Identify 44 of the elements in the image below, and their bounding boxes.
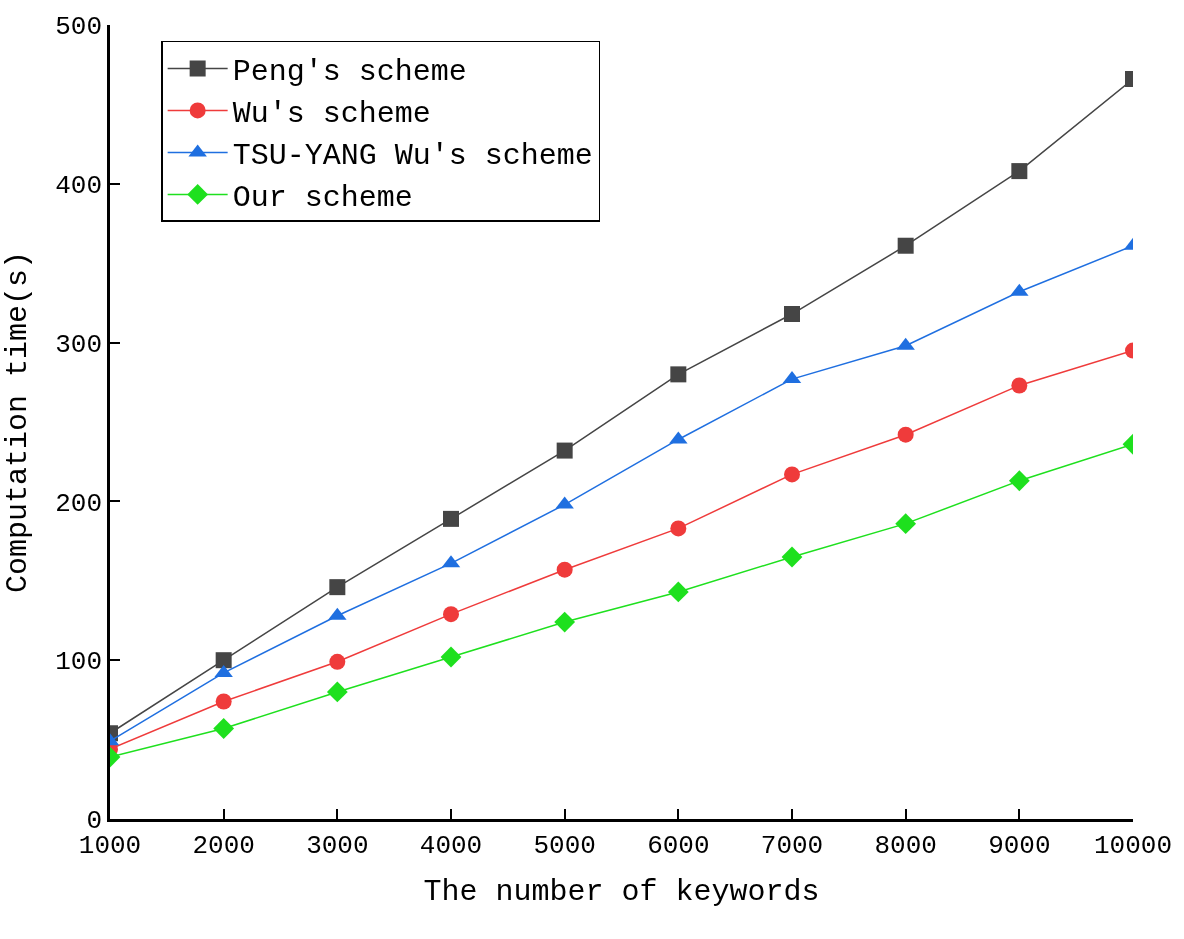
point	[329, 653, 346, 670]
point	[784, 466, 800, 483]
point	[556, 561, 573, 578]
point	[215, 693, 232, 710]
x-tick-label: 3000	[306, 830, 369, 861]
x-tick-label: 9000	[988, 830, 1051, 861]
point	[670, 520, 687, 537]
y-tick-label: 100	[55, 647, 103, 678]
point	[215, 652, 232, 669]
point	[554, 611, 576, 633]
y-tick-label: 300	[55, 329, 103, 360]
point	[897, 426, 914, 443]
legend-label: Peng's scheme	[232, 55, 467, 90]
x-tick-label: 10000	[1093, 830, 1173, 861]
point	[897, 237, 914, 254]
x-tick-label: 5000	[533, 830, 596, 861]
point	[784, 306, 800, 323]
x-tick-label: 8000	[874, 830, 937, 861]
x-tick-label: 4000	[419, 830, 483, 861]
point	[443, 510, 459, 527]
x-tick-label: 6000	[647, 830, 710, 861]
point	[326, 681, 348, 703]
point	[556, 442, 573, 459]
legend-label: Our scheme	[232, 181, 413, 216]
point	[781, 546, 803, 568]
point	[213, 718, 235, 739]
x-axis-title: The number of keywords	[423, 875, 820, 910]
point	[667, 581, 689, 603]
x-tick-label: 2000	[192, 830, 255, 861]
y-tick-label: 500	[55, 12, 103, 43]
point	[329, 579, 346, 596]
point	[895, 513, 917, 535]
legend-label: Wu's scheme	[232, 97, 431, 132]
y-tick-label: 200	[55, 488, 103, 519]
point	[1008, 470, 1030, 492]
y-tick-label: 400	[55, 170, 103, 201]
point	[1011, 377, 1028, 394]
point	[440, 646, 462, 668]
y-axis-title: Computation time(s)	[1, 250, 36, 594]
point	[1011, 163, 1028, 180]
legend-label: TSU-YANG Wu's scheme	[232, 139, 593, 174]
point	[443, 606, 459, 623]
x-tick-label: 7000	[760, 830, 824, 861]
point	[670, 366, 687, 383]
